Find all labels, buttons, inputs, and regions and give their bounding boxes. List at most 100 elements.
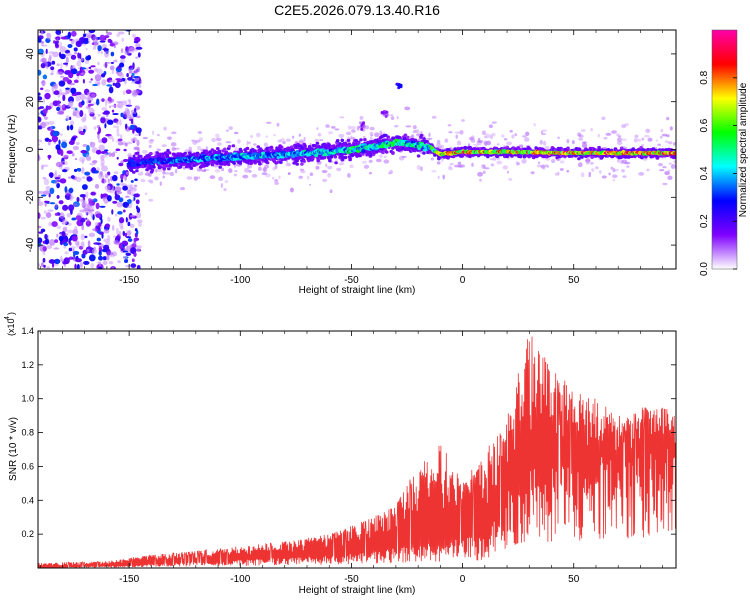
heatmap-cell	[231, 144, 236, 148]
heatmap-cell	[125, 114, 132, 119]
heatmap-cell	[215, 137, 222, 142]
heatmap-cell	[441, 158, 444, 163]
heatmap-cell	[75, 258, 82, 263]
heatmap-cell	[38, 190, 44, 195]
heatmap-cell	[116, 80, 123, 83]
heatmap-cell	[93, 170, 99, 174]
heatmap-cell	[444, 138, 449, 143]
heatmap-cell	[70, 107, 76, 110]
heatmap-cell	[634, 134, 639, 139]
heatmap-cell	[48, 154, 51, 160]
heatmap-cell	[135, 56, 139, 59]
heatmap-cell	[442, 174, 445, 180]
heatmap-cell	[349, 164, 354, 169]
heatmap-cell	[557, 136, 560, 139]
heatmap-cell	[349, 137, 356, 140]
heatmap-cell	[505, 154, 510, 159]
heatmap-cell	[461, 119, 465, 122]
heatmap-cell	[43, 178, 50, 186]
heatmap-cell	[328, 159, 332, 163]
heatmap-cell	[57, 99, 61, 107]
heatmap-cell	[114, 194, 121, 201]
heatmap-cell	[477, 171, 484, 177]
heatmap-cell	[56, 233, 59, 238]
heatmap-cell	[339, 116, 345, 119]
heatmap-cell	[61, 141, 68, 149]
heatmap-cell	[98, 250, 102, 256]
heatmap-cell	[419, 131, 423, 134]
heatmap-cell	[129, 124, 135, 130]
heatmap-cell	[149, 180, 154, 184]
heatmap-cell	[104, 123, 107, 129]
heatmap-cell	[362, 136, 366, 139]
heatmap-cell	[106, 195, 112, 202]
heatmap-cell	[92, 46, 97, 50]
heatmap-cell	[542, 140, 547, 146]
heatmap-cell	[47, 141, 51, 146]
heatmap-cell	[54, 170, 57, 176]
heatmap-cell	[496, 143, 500, 146]
heatmap-cell	[159, 165, 163, 169]
heatmap-cell	[110, 51, 115, 57]
heatmap-cell	[329, 155, 334, 159]
heatmap-cell	[509, 129, 513, 133]
heatmap-cell	[60, 149, 64, 157]
heatmap-cell	[98, 144, 105, 152]
heatmap-cell	[617, 135, 622, 138]
heatmap-cell	[84, 60, 90, 65]
heatmap-cell	[155, 168, 158, 173]
heatmap-cell	[42, 108, 48, 115]
heatmap-cell	[76, 72, 80, 77]
heatmap-cell	[88, 254, 96, 262]
heatmap-cell	[92, 160, 98, 164]
heatmap-cell	[129, 214, 136, 218]
heatmap-cell	[92, 83, 98, 87]
heatmap-cell	[459, 130, 464, 135]
heatmap-cell	[87, 209, 95, 212]
heatmap-cell	[68, 140, 75, 145]
heatmap-cell	[657, 143, 661, 147]
heatmap-cell	[42, 74, 48, 80]
heatmap-cell	[327, 165, 333, 170]
heatmap-cell	[51, 86, 55, 92]
heatmap-cell	[306, 175, 310, 180]
heatmap-cell	[132, 136, 137, 141]
heatmap-cell	[98, 243, 105, 248]
heatmap-cell	[135, 199, 140, 205]
heatmap-cell	[112, 200, 118, 204]
heatmap-cell	[151, 130, 155, 136]
heatmap-cell	[68, 187, 74, 194]
heatmap-cell	[74, 109, 80, 116]
heatmap-cell	[436, 161, 441, 165]
heatmap-cell	[65, 52, 72, 57]
heatmap-cell	[621, 138, 627, 141]
heatmap-cell	[62, 218, 68, 225]
heatmap-cell	[117, 141, 124, 146]
heatmap-cell	[223, 147, 227, 151]
heatmap-cell	[659, 169, 665, 172]
heatmap-cell	[84, 171, 91, 176]
heatmap-cell	[641, 144, 644, 147]
heatmap-cell	[601, 175, 607, 179]
heatmap-cell	[128, 46, 136, 54]
heatmap-cell	[163, 126, 167, 131]
heatmap-cell	[218, 176, 224, 182]
heatmap-cell	[84, 113, 87, 120]
heatmap-cell	[60, 255, 63, 263]
heatmap-cell	[129, 223, 135, 229]
heatmap-cell	[140, 178, 146, 183]
heatmap-cell	[58, 80, 66, 87]
heatmap-cell	[62, 154, 70, 158]
heatmap-cell	[79, 93, 86, 101]
heatmap-cell	[55, 161, 63, 168]
heatmap-cell	[577, 162, 583, 168]
heatmap-cell	[111, 152, 116, 157]
heatmap-cell	[279, 160, 283, 164]
heatmap-cell	[100, 73, 106, 78]
heatmap-cell	[661, 133, 668, 137]
heatmap-cell	[615, 133, 620, 136]
heatmap-cell	[405, 135, 410, 139]
heatmap-cell	[117, 31, 125, 35]
heatmap-cell	[100, 98, 106, 102]
